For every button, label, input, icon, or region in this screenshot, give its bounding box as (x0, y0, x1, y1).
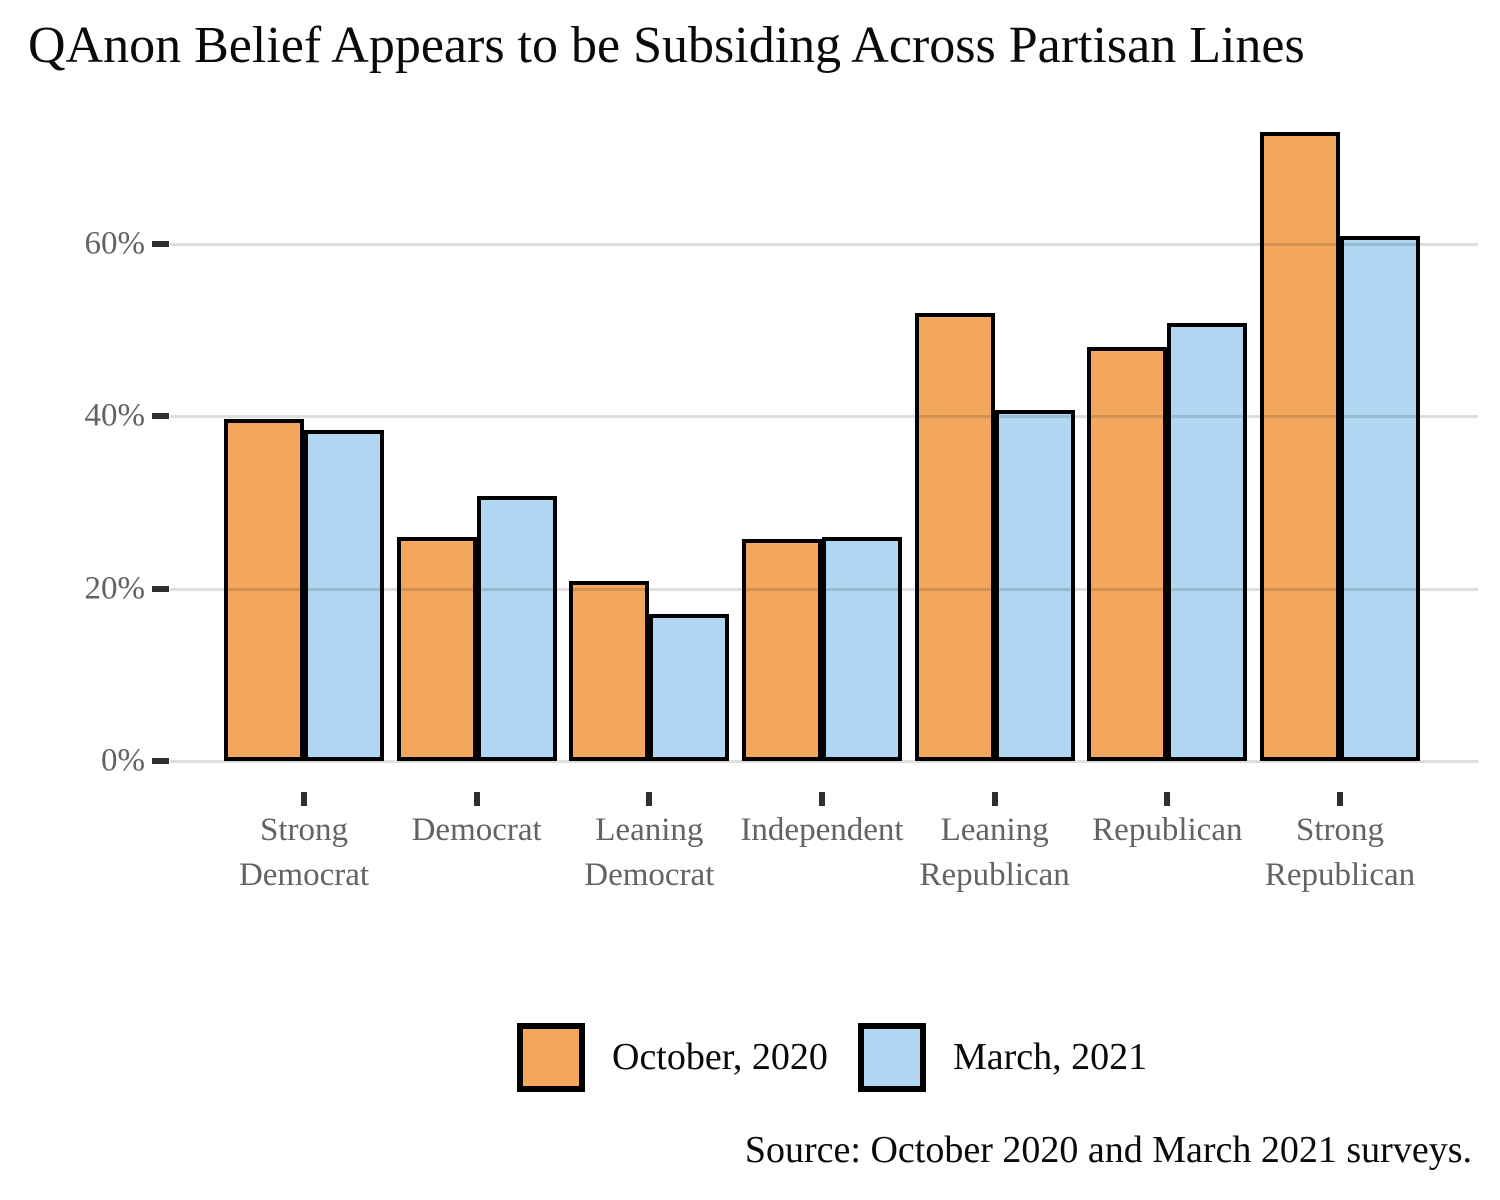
legend-swatch-march-2021 (858, 1023, 926, 1092)
bar-october-2020-strong-republican (1260, 131, 1340, 761)
y-tick-60pct (152, 241, 169, 247)
bar-march-2021-leaning-democrat (649, 613, 730, 761)
x-axis-label-leaning-republican: Leaning Republican (919, 812, 1070, 893)
chart-title: QAnon Belief Appears to be Subsiding Acr… (28, 17, 1305, 74)
gridline-60pct (170, 243, 1478, 246)
x-axis-label-leaning-democrat: Leaning Democrat (584, 812, 715, 893)
x-axis-label-strong-democrat: Strong Democrat (238, 812, 370, 893)
x-tick-leaning-democrat (646, 792, 653, 806)
source-note: Source: October 2020 and March 2021 surv… (744, 1129, 1472, 1171)
y-axis-label-20pct: 20% (84, 570, 146, 607)
gridline-40pct (170, 415, 1478, 419)
x-axis-label-independent: Independent (740, 812, 904, 848)
x-axis-label-democrat: Democrat (411, 812, 542, 848)
y-tick-40pct (152, 413, 169, 420)
legend-label-march-2021: March, 2021 (953, 1036, 1148, 1078)
x-tick-strong-democrat (301, 792, 307, 806)
bar-march-2021-strong-democrat (304, 430, 384, 761)
gridline-0pct (170, 760, 1478, 763)
bar-october-2020-independent (742, 538, 822, 761)
bar-march-2021-republican (1167, 323, 1248, 761)
x-tick-strong-republican (1337, 792, 1343, 806)
legend-label-october-2020: October, 2020 (612, 1036, 828, 1078)
x-tick-leaning-republican (991, 792, 998, 806)
gridline-20pct (170, 587, 1478, 591)
x-axis-label-republican: Republican (1092, 812, 1243, 848)
bar-october-2020-democrat (396, 536, 477, 761)
bar-october-2020-leaning-republican (914, 312, 995, 761)
x-tick-democrat (473, 792, 480, 806)
y-tick-20pct (152, 585, 169, 592)
legend-swatch-october-2020 (517, 1023, 585, 1092)
y-axis-label-40pct: 40% (84, 397, 146, 434)
y-axis-label-0pct: 0% (101, 742, 145, 779)
bar-march-2021-independent (822, 536, 902, 761)
y-tick-0pct (152, 758, 169, 764)
y-axis-label-60pct: 60% (84, 225, 146, 262)
bar-march-2021-democrat (476, 496, 557, 761)
bar-october-2020-republican (1087, 346, 1168, 761)
x-axis-label-strong-republican: Strong Republican (1264, 812, 1416, 893)
bar-march-2021-leaning-republican (994, 410, 1075, 761)
x-tick-republican (1164, 792, 1171, 806)
bar-october-2020-leaning-democrat (569, 580, 650, 761)
bar-march-2021-strong-republican (1340, 236, 1420, 761)
x-tick-independent (819, 792, 825, 806)
